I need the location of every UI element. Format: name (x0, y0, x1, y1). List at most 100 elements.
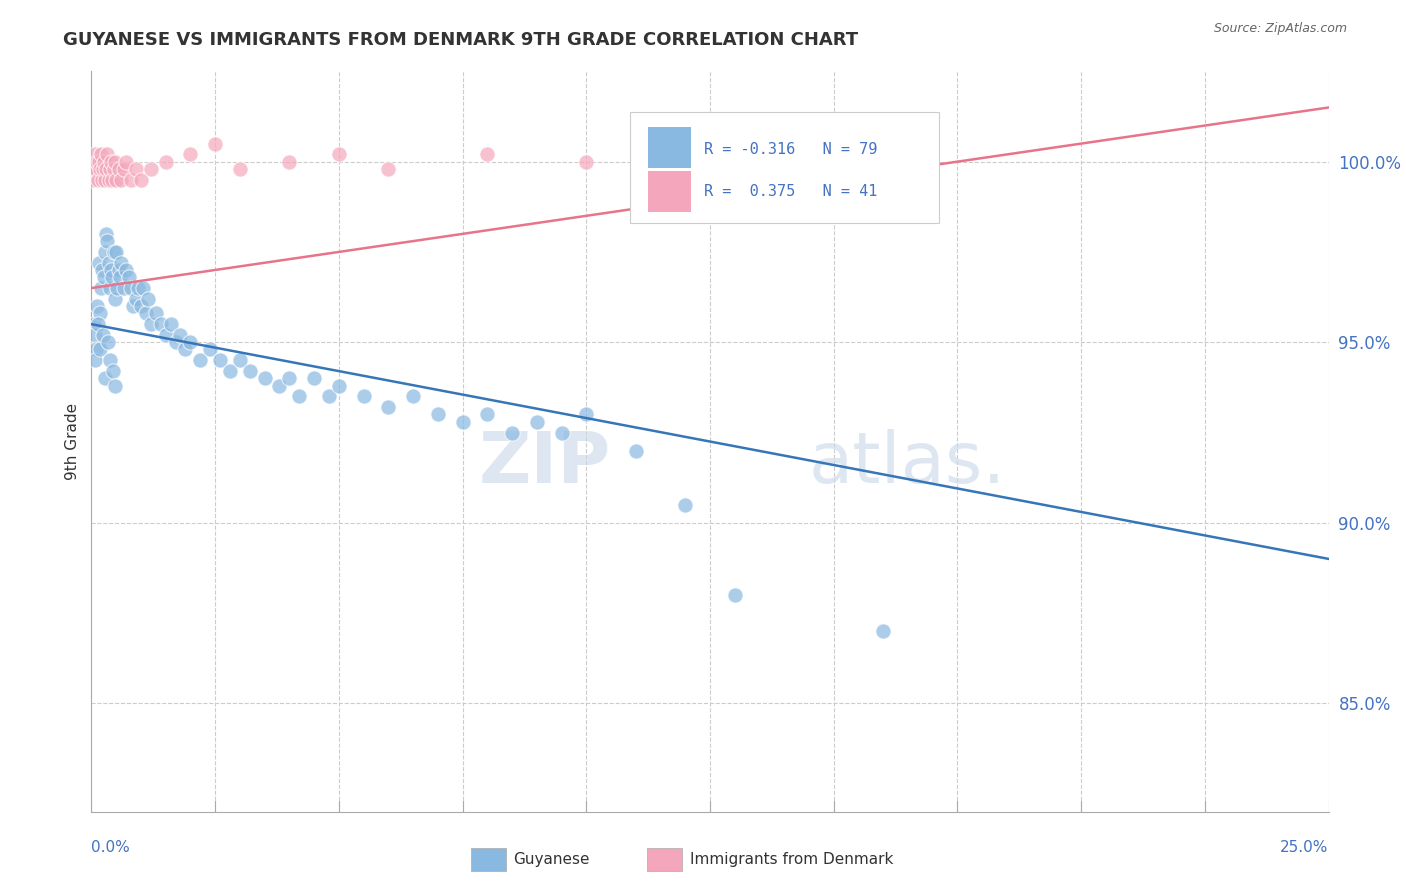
Point (89, 154, 111, 169)
Point (89, 161, 111, 176)
Point (98, 353, 121, 368)
Point (97, 256, 120, 270)
Point (103, 161, 125, 176)
Point (110, 256, 132, 270)
Point (120, 281, 142, 295)
Point (501, 425, 523, 440)
Point (135, 306, 157, 320)
Point (105, 244, 128, 259)
Point (98, 161, 121, 176)
Point (91, 328, 114, 343)
Bar (648, 171, 692, 212)
Point (139, 317, 162, 331)
Point (426, 408, 449, 422)
Point (179, 335, 201, 350)
Point (145, 306, 167, 320)
Text: 25.0%: 25.0% (1281, 840, 1329, 855)
Point (90, 147, 112, 161)
Point (229, 161, 252, 176)
Text: Guyanese: Guyanese (513, 853, 589, 867)
Point (115, 263, 138, 277)
Point (97, 172, 120, 186)
Point (94, 244, 117, 259)
Point (229, 353, 252, 368)
Point (96, 147, 118, 161)
Point (96, 161, 118, 176)
Point (87, 172, 110, 186)
Point (127, 281, 149, 295)
Point (93, 154, 115, 169)
Text: R =  0.375   N = 41: R = 0.375 N = 41 (704, 184, 877, 199)
Point (451, 415, 474, 429)
Point (101, 364, 124, 378)
Point (575, 154, 598, 169)
Point (101, 270, 124, 285)
Point (83, 154, 105, 169)
Point (139, 161, 162, 176)
Point (83, 317, 105, 331)
Point (112, 281, 135, 295)
Text: R = -0.316   N = 79: R = -0.316 N = 79 (704, 142, 877, 157)
Point (328, 378, 350, 392)
Point (209, 353, 232, 368)
Point (253, 371, 276, 385)
Point (103, 244, 125, 259)
Point (624, 443, 647, 458)
Point (477, 408, 499, 422)
Point (98, 281, 121, 295)
Point (318, 389, 340, 403)
Point (104, 154, 127, 169)
Point (110, 172, 132, 186)
Text: Source: ZipAtlas.com: Source: ZipAtlas.com (1213, 22, 1347, 36)
Point (120, 172, 142, 186)
Point (122, 299, 145, 313)
Point (84, 147, 107, 161)
Point (105, 172, 128, 186)
Point (169, 328, 191, 343)
Point (288, 389, 311, 403)
Point (155, 154, 177, 169)
Point (198, 343, 221, 357)
Point (377, 161, 399, 176)
Point (89, 306, 111, 320)
Point (239, 364, 262, 378)
Point (97, 335, 120, 350)
Point (155, 328, 177, 343)
Point (673, 161, 696, 176)
Point (129, 299, 152, 313)
Point (91, 172, 114, 186)
Point (101, 172, 124, 186)
Point (108, 270, 131, 285)
Point (377, 401, 399, 415)
Text: 0.0%: 0.0% (91, 840, 131, 855)
Point (91, 263, 114, 277)
Point (204, 136, 226, 151)
Point (87, 317, 110, 331)
Point (477, 147, 499, 161)
Point (94, 172, 117, 186)
Point (125, 161, 148, 176)
Point (83, 161, 105, 176)
Text: GUYANESE VS IMMIGRANTS FROM DENMARK 9TH GRADE CORRELATION CHART: GUYANESE VS IMMIGRANTS FROM DENMARK 9TH … (63, 31, 859, 49)
Point (188, 353, 211, 368)
Point (117, 270, 139, 285)
Point (526, 415, 548, 429)
Point (107, 161, 129, 176)
Point (96, 234, 118, 248)
Point (159, 317, 181, 331)
Text: ZIP: ZIP (479, 429, 612, 499)
Point (129, 172, 152, 186)
Point (91, 161, 114, 176)
Point (86, 154, 108, 169)
Point (104, 292, 127, 306)
Point (132, 281, 155, 295)
Point (94, 371, 117, 385)
Point (93, 270, 115, 285)
Point (89, 343, 111, 357)
Point (872, 624, 894, 639)
Point (575, 408, 598, 422)
Point (149, 317, 172, 331)
Point (179, 147, 201, 161)
Point (90, 281, 112, 295)
Point (86, 343, 108, 357)
